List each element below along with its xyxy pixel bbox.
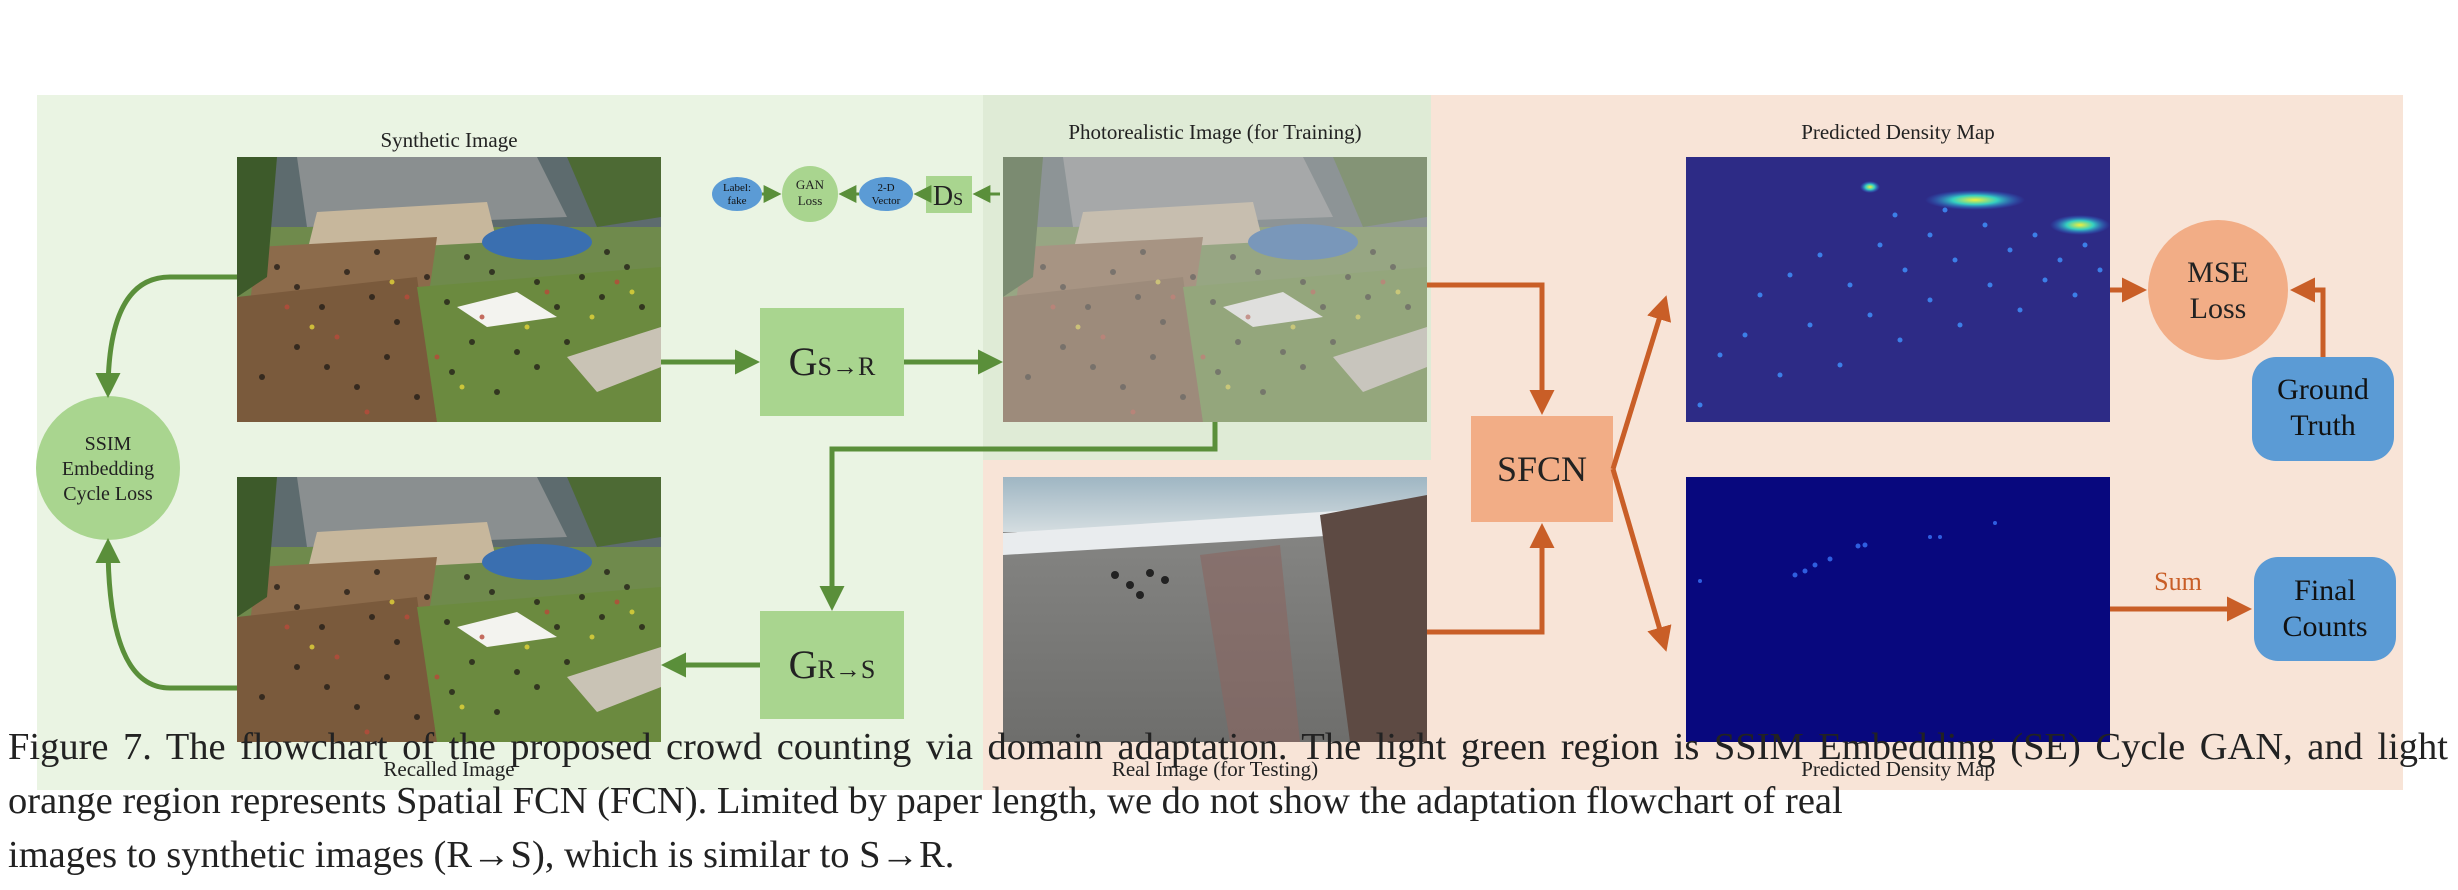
svg-text:Counts: Counts xyxy=(2282,610,2367,643)
svg-text:MSE: MSE xyxy=(2187,256,2249,289)
svg-text:Loss: Loss xyxy=(798,193,823,208)
arrow-recalled-to-ssim xyxy=(95,538,237,691)
real-image-label: Real Image (for Testing) xyxy=(1112,757,1318,781)
arrow-photorealistic-to-grs xyxy=(819,422,1218,611)
svg-text:Ground: Ground xyxy=(2277,373,2369,406)
generator-r-to-s-box: GR→S xyxy=(760,611,904,719)
recalled-image xyxy=(237,477,661,742)
sum-label: Sum xyxy=(2154,567,2202,596)
caption-line-2: GAN, and light orange region represents … xyxy=(8,726,2448,822)
arrow-sfcn-to-top-density xyxy=(1610,295,1672,470)
gan-loss-node: GAN Loss xyxy=(782,166,838,222)
final-counts-box: Final Counts xyxy=(2254,557,2396,661)
photorealistic-image-label: Photorealistic Image (for Training) xyxy=(1068,120,1361,144)
arrow-photorealistic-to-sfcn xyxy=(1427,282,1555,415)
recalled-image-label: Recalled Image xyxy=(383,757,514,781)
svg-text:GR→S: GR→S xyxy=(789,642,876,687)
svg-text:SFCN: SFCN xyxy=(1497,449,1587,489)
arrow-groundtruth-to-mse xyxy=(2290,277,2326,357)
label-fake-node: Label: fake xyxy=(712,177,762,211)
sfcn-box: SFCN xyxy=(1471,416,1613,522)
arrow-real-to-sfcn xyxy=(1427,523,1555,635)
figure-caption: Figure 7. The flowchart of the proposed … xyxy=(8,720,2448,882)
svg-text:Label:: Label: xyxy=(723,182,751,194)
predicted-density-top-label: Predicted Density Map xyxy=(1801,120,1995,144)
svg-text:Embedding: Embedding xyxy=(62,458,154,480)
svg-text:SSIM: SSIM xyxy=(85,433,132,455)
caption-line-3: images to synthetic images (R→S), which … xyxy=(8,834,955,876)
predicted-density-bottom-label: Predicted Density Map xyxy=(1801,757,1995,781)
svg-text:2-D: 2-D xyxy=(877,182,894,194)
photorealistic-image xyxy=(1003,157,1427,422)
ground-truth-box: Ground Truth xyxy=(2252,357,2394,461)
predicted-density-map-bottom xyxy=(1686,477,2110,742)
synthetic-image-label: Synthetic Image xyxy=(380,128,517,152)
predicted-density-map-top xyxy=(1686,157,2110,422)
synthetic-image xyxy=(237,157,661,422)
discriminator-ds-box: DS xyxy=(926,176,972,213)
two-d-vector-node: 2-D Vector xyxy=(859,177,913,211)
generator-s-to-r-box: GS→R xyxy=(760,308,904,416)
svg-text:GAN: GAN xyxy=(796,177,825,192)
svg-text:Truth: Truth xyxy=(2290,409,2356,442)
svg-text:Loss: Loss xyxy=(2190,292,2247,325)
svg-text:Vector: Vector xyxy=(872,195,901,207)
svg-text:DS: DS xyxy=(933,181,963,212)
svg-text:Cycle Loss: Cycle Loss xyxy=(63,483,153,505)
mse-loss-node: MSE Loss xyxy=(2148,220,2288,360)
ssim-embedding-cycle-loss-node: SSIM Embedding Cycle Loss xyxy=(36,396,180,540)
real-image xyxy=(1003,477,1427,742)
caption-line-1: Figure 7. The flowchart of the proposed … xyxy=(8,726,2186,768)
svg-text:Final: Final xyxy=(2294,574,2356,607)
svg-text:fake: fake xyxy=(728,195,747,207)
arrow-synthetic-to-ssim xyxy=(95,274,237,398)
svg-text:GS→R: GS→R xyxy=(789,339,876,384)
arrow-sfcn-to-bottom-density xyxy=(1610,468,1672,652)
